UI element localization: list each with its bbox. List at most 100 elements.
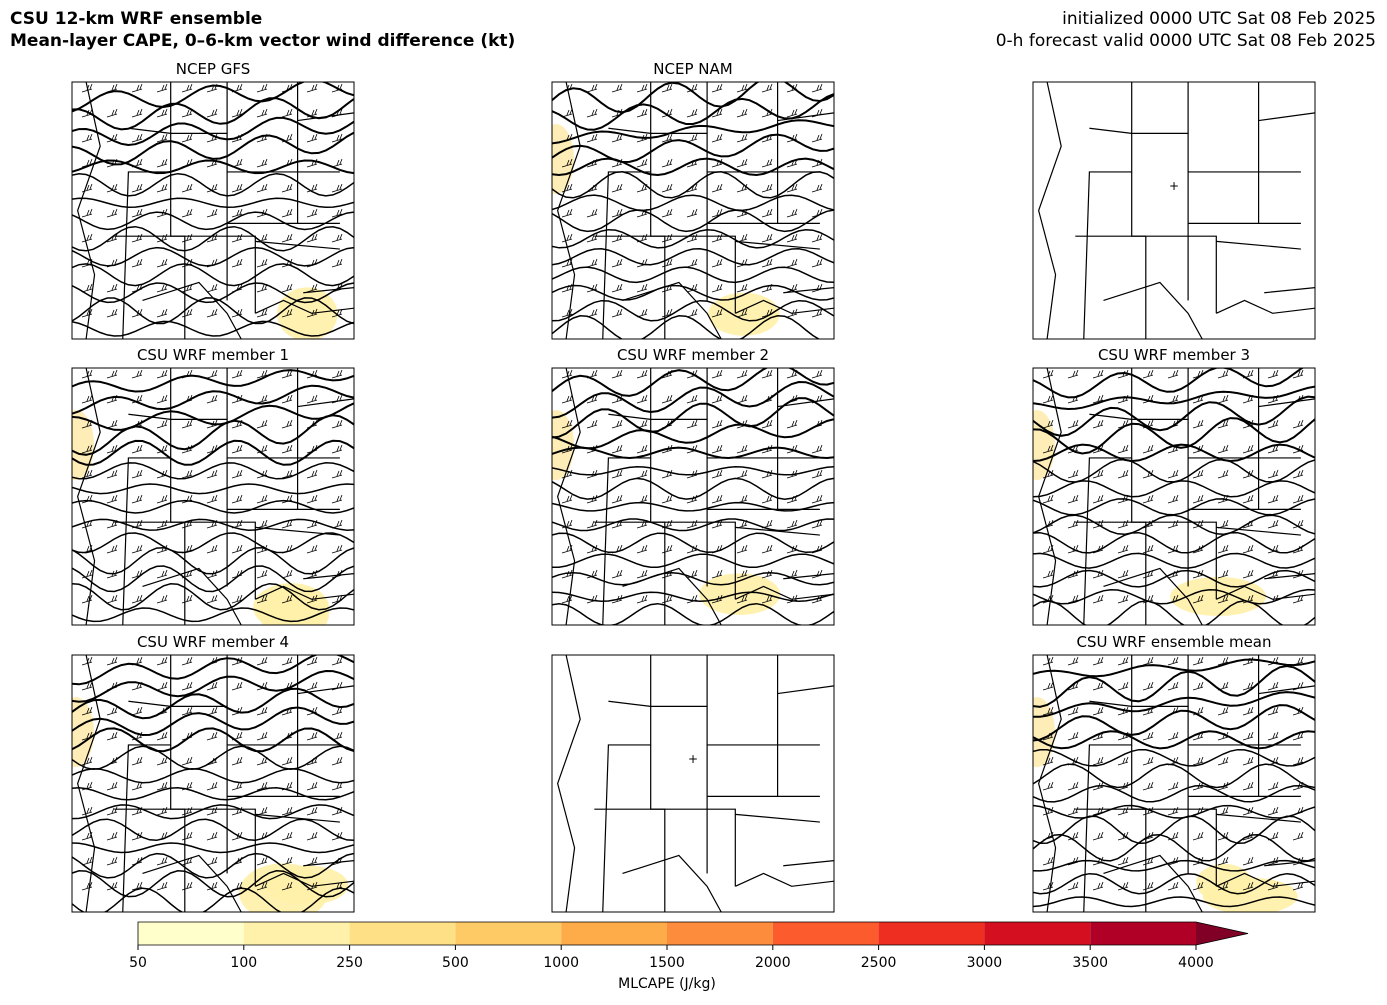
wind-barb — [331, 469, 343, 479]
state-border — [594, 235, 736, 314]
state-border — [1131, 82, 1260, 224]
wind-barb — [586, 444, 598, 454]
wind-barb — [611, 133, 623, 143]
wind-barb — [331, 208, 343, 218]
wind-barb — [761, 444, 773, 454]
colorbar-tick-label: 3000 — [967, 955, 1003, 971]
wind-barb — [586, 83, 598, 93]
wind-barb — [1217, 444, 1229, 454]
wind-barb — [636, 369, 648, 379]
state-border — [1258, 685, 1315, 695]
wind-barb — [1192, 881, 1204, 891]
state-border — [1089, 700, 1132, 707]
wind-barb — [331, 881, 343, 891]
wind-barb — [1067, 394, 1079, 404]
wind-barb — [156, 544, 168, 554]
state-border — [1038, 82, 1062, 339]
cape-shading — [708, 292, 780, 336]
wind-barb — [1242, 781, 1254, 791]
wind-barb — [156, 881, 168, 891]
wind-barb — [1292, 856, 1304, 866]
wind-barb — [1067, 569, 1079, 579]
wind-barb — [611, 258, 623, 268]
state-border — [170, 171, 186, 339]
wind-barb — [1242, 881, 1254, 891]
wind-barb — [1042, 594, 1054, 604]
wind-barb — [661, 369, 673, 379]
wind-barb — [331, 706, 343, 716]
wind-barb — [281, 369, 293, 379]
wind-barb — [81, 781, 93, 791]
wind-barb — [711, 108, 723, 118]
colorbar-tick-label: 50 — [129, 955, 147, 971]
wind-barb — [1092, 756, 1104, 766]
wind-barb — [1192, 544, 1204, 554]
wind-barb — [331, 831, 343, 841]
wind-barb — [736, 308, 748, 318]
map-panel: CSU WRF member 4 — [71, 633, 355, 913]
wind-barb — [1167, 856, 1179, 866]
state-border — [1131, 368, 1260, 510]
wind-barb — [1067, 756, 1079, 766]
state-border — [735, 299, 834, 314]
wind-barb — [306, 656, 318, 666]
wind-barb — [1142, 369, 1154, 379]
wind-barb — [131, 419, 143, 429]
wind-barb — [156, 856, 168, 866]
wind-barb — [81, 656, 93, 666]
wind-barb — [1142, 681, 1154, 691]
wind-barb — [586, 469, 598, 479]
wind-barb — [761, 83, 773, 93]
cape-shading — [1033, 697, 1055, 768]
wind-barb — [1042, 544, 1054, 554]
contour — [552, 501, 834, 512]
panel-frame — [1032, 367, 1316, 626]
wind-barb — [1117, 781, 1129, 791]
wind-barb — [736, 419, 748, 429]
wind-barb — [256, 158, 268, 168]
wind-barb — [131, 544, 143, 554]
wind-barb — [1092, 394, 1104, 404]
wind-barb — [586, 594, 598, 604]
panel-title: NCEP NAM — [653, 60, 732, 78]
wind-barb — [711, 594, 723, 604]
wind-barb — [131, 881, 143, 891]
wind-barb — [206, 133, 218, 143]
wind-barb — [206, 394, 218, 404]
wind-barb — [81, 731, 93, 741]
wind-barb — [611, 233, 623, 243]
wind-barb — [1267, 569, 1279, 579]
wind-barb — [736, 544, 748, 554]
wind-barb — [761, 233, 773, 243]
wind-barb — [1192, 806, 1204, 816]
wind-barb — [711, 569, 723, 579]
wind-barb — [206, 183, 218, 193]
contour — [1033, 833, 1315, 862]
wind-barb — [81, 419, 93, 429]
wind-barb — [156, 419, 168, 429]
wind-barb — [131, 781, 143, 791]
contour — [72, 887, 354, 912]
wind-barb — [306, 731, 318, 741]
wind-barb — [786, 233, 798, 243]
wind-barb — [786, 208, 798, 218]
contour — [72, 687, 354, 720]
wind-barb — [1192, 519, 1204, 529]
wind-barb — [1142, 569, 1154, 579]
state-border — [1216, 813, 1301, 823]
wind-barb — [156, 519, 168, 529]
cape-shading — [276, 287, 338, 339]
wind-barb — [1242, 594, 1254, 604]
wind-barb — [1167, 656, 1179, 666]
wind-barb — [811, 308, 823, 318]
wind-barb — [811, 419, 823, 429]
wind-barb — [736, 469, 748, 479]
wind-barb — [231, 308, 243, 318]
wind-barb — [306, 706, 318, 716]
wind-barb — [1192, 494, 1204, 504]
wind-barb — [561, 369, 573, 379]
wind-barb — [586, 544, 598, 554]
contour — [1033, 896, 1315, 908]
wind-barb — [206, 469, 218, 479]
contour — [552, 466, 834, 476]
